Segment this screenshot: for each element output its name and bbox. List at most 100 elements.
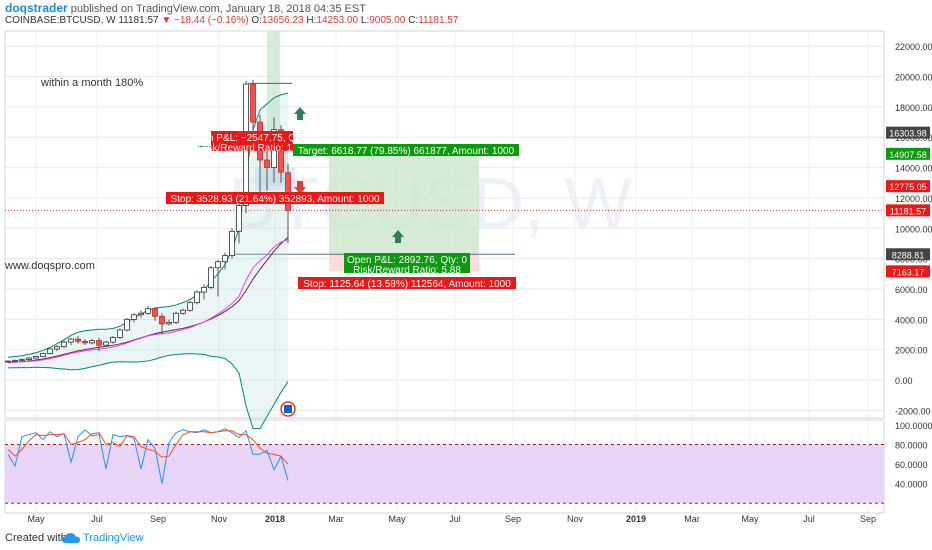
long-pnl-label-text: Risk/Reward Ratio: 5.88	[353, 265, 461, 276]
price-tick-label: 10000.00	[895, 224, 932, 234]
time-tick-label: Jul	[803, 514, 815, 524]
time-tick-label: Sep	[150, 514, 166, 524]
candle-body	[152, 308, 158, 317]
time-tick-label: May	[388, 514, 406, 524]
candle-body	[47, 348, 53, 354]
price-marker-label: 7163.17	[892, 267, 925, 277]
low-label: L:	[360, 15, 370, 26]
price-marker-box	[886, 204, 930, 217]
candle-body	[82, 340, 88, 344]
candle-body	[201, 287, 207, 293]
price-marker-box	[886, 265, 930, 278]
author-link[interactable]: doqstrader	[5, 1, 68, 15]
candle-body	[33, 356, 39, 359]
candle-body	[159, 315, 165, 325]
low-value: 9005.00	[369, 15, 406, 26]
price-marker-label: 14907.58	[889, 150, 927, 160]
time-tick-label: May	[741, 514, 759, 524]
price-tick-label: 18000.00	[895, 103, 932, 113]
long-pnl-label-box	[344, 253, 470, 273]
price-marker-box	[886, 180, 930, 193]
time-tick-label: Mar	[328, 514, 344, 524]
website-note: www.doqspro.com	[4, 260, 95, 272]
candle-body	[54, 346, 60, 350]
time-tick-label: 2019	[626, 514, 646, 524]
price-range-box	[255, 167, 295, 191]
candle-body	[145, 308, 151, 314]
long-pnl-label-text: Open P&L: 2892.76, Qty: 0	[347, 255, 468, 266]
short-pnl-label-text: Open P&L: −2547.75, Qty: 0	[189, 133, 315, 144]
candle-body	[194, 291, 200, 304]
candle-body	[96, 340, 102, 346]
candle-body	[12, 359, 18, 362]
price-marker-box	[886, 126, 930, 139]
candle-body	[110, 337, 116, 343]
candle-body	[89, 340, 95, 344]
short-pnl-label-box	[211, 131, 293, 151]
symbol-label[interactable]: COINBASE:BTCUSD, W	[5, 15, 116, 26]
sell-arrow-icon	[294, 181, 306, 194]
candle-body	[5, 360, 11, 363]
time-tick-label: 2018	[265, 514, 285, 524]
rsi-band	[5, 444, 884, 504]
candle-body	[61, 341, 67, 348]
candle-body	[40, 353, 46, 357]
bollinger-lower-line	[7, 353, 289, 430]
candle-body	[222, 255, 228, 263]
short-profit-zone	[267, 83, 280, 133]
price-tick-label: 22000.00	[895, 42, 932, 52]
ema-line	[7, 239, 289, 363]
candle-body	[166, 321, 172, 325]
main-pane-frame	[4, 30, 885, 419]
short-target-zone	[267, 31, 280, 84]
short-pnl-label-text: Risk/Reward Ratio: 1.18	[198, 143, 306, 154]
price-marker-label: 8288.81	[892, 250, 925, 260]
candle-body	[236, 205, 242, 232]
rsi-tick-label: 40.0000	[895, 480, 928, 490]
candle-body	[124, 318, 130, 331]
rsi-tick-label: 80.0000	[895, 440, 928, 450]
open-value: 13656.23	[261, 15, 304, 26]
created-with-text: Created with	[5, 532, 67, 544]
time-tick-label: Jul	[449, 514, 461, 524]
candle-body	[75, 338, 81, 342]
time-tick-label: Nov	[567, 514, 584, 524]
time-tick-label: Sep	[860, 514, 876, 524]
price-tick-label: 6000.00	[895, 285, 928, 295]
price-marker-label: 12775.05	[889, 182, 927, 192]
bollinger-band-fill	[8, 93, 288, 429]
price-tick-label: -2000.00	[895, 406, 931, 416]
price-change: ▼ −18.44 (−0.16%)	[161, 15, 249, 26]
long-stop-label-box	[298, 277, 516, 289]
price-marker-box	[886, 147, 930, 160]
candle-body	[187, 302, 193, 311]
candle-body	[138, 312, 144, 316]
candle-body	[117, 329, 123, 338]
rsi-tick-label: 100.0000	[895, 421, 932, 431]
long-profit-zone	[329, 153, 479, 255]
buy-arrow-icon	[294, 107, 306, 120]
price-marker-box	[886, 248, 930, 261]
close-label: C:	[408, 15, 419, 26]
time-tick-label: Jul	[91, 514, 103, 524]
high-label: H:	[306, 15, 317, 26]
chart-header: doqstrader published on TradingView.com,…	[0, 0, 932, 30]
candle-body	[26, 357, 32, 360]
price-tick-label: 4000.00	[895, 315, 928, 325]
candle-body	[250, 83, 256, 123]
time-tick-label: Nov	[211, 514, 228, 524]
short-stop-label-text: Stop: 3528.93 (21.64%) 352893, Amount: 1…	[170, 194, 379, 205]
event-flag-icon-inner	[284, 405, 292, 413]
candle-body	[131, 314, 137, 320]
long-stop-label-text: Stop: 1125.64 (13.58%) 112564, Amount: 1…	[303, 279, 511, 290]
tradingview-cloud-icon	[62, 533, 80, 543]
tradingview-brand[interactable]: TradingView	[83, 532, 144, 544]
high-value: 14253.00	[316, 15, 359, 26]
publish-line: doqstrader published on TradingView.com,…	[5, 1, 366, 15]
last-price: 11181.57	[118, 15, 159, 26]
time-tick-label: Sep	[505, 514, 521, 524]
open-label: O:	[251, 15, 262, 26]
candle-body	[19, 359, 25, 361]
